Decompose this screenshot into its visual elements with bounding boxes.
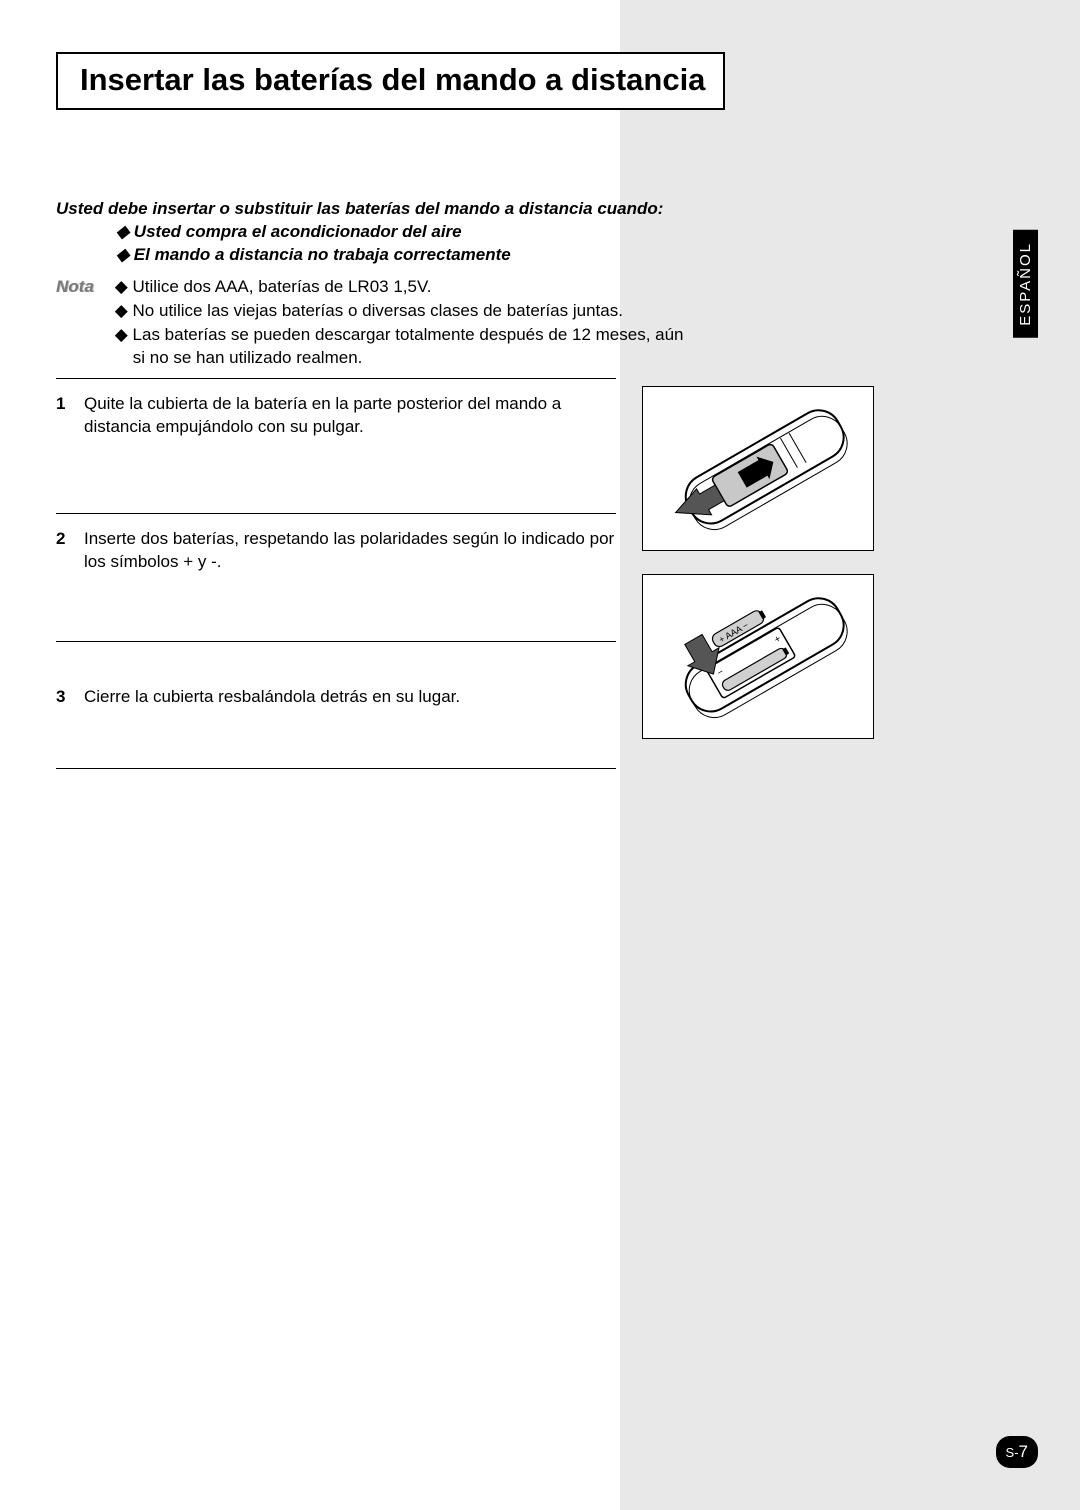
intro-bullet: Usted compra el acondicionador del aire <box>116 221 756 244</box>
page-number-badge: S-7 <box>996 1436 1038 1468</box>
figure-remote-battery: + AAA − − + <box>642 574 874 739</box>
step-text: Cierre la cubierta resbalándola detrás e… <box>84 686 616 754</box>
nota-label: Nota <box>56 275 110 299</box>
page-number-prefix: S- <box>1006 1445 1019 1460</box>
language-tab: ESPAÑOL <box>1013 230 1038 338</box>
step-row: 2 Inserte dos baterías, respetando las p… <box>56 513 616 641</box>
page-title-box: Insertar las baterías del mando a distan… <box>56 52 725 110</box>
step-text: Quite la cubierta de la batería en la pa… <box>84 393 616 499</box>
intro-bullet: El mando a distancia no trabaja correcta… <box>116 244 756 267</box>
step-text: Inserte dos baterías, respetando las pol… <box>84 528 616 627</box>
nota-block: Nota Utilice dos AAA, baterías de LR03 1… <box>56 275 716 370</box>
nota-item: Utilice dos AAA, baterías de LR03 1,5V. <box>115 275 695 299</box>
nota-item: Las baterías se pueden descargar totalme… <box>115 323 695 371</box>
page-title: Insertar las baterías del mando a distan… <box>80 62 705 98</box>
step-number: 1 <box>56 393 84 499</box>
nota-item: No utilice las viejas baterías o diversa… <box>115 299 695 323</box>
step-row: 3 Cierre la cubierta resbalándola detrás… <box>56 641 616 769</box>
figure-remote-cover <box>642 386 874 551</box>
nota-items: Utilice dos AAA, baterías de LR03 1,5V. … <box>115 275 695 370</box>
step-number: 3 <box>56 686 84 754</box>
remote-cover-icon <box>643 387 875 552</box>
remote-battery-icon: + AAA − − + <box>643 575 875 740</box>
intro-block: Usted debe insertar o substituir las bat… <box>56 198 756 267</box>
page-number: 7 <box>1019 1442 1028 1461</box>
manual-page: Insertar las baterías del mando a distan… <box>0 0 1080 1510</box>
steps-list: 1 Quite la cubierta de la batería en la … <box>56 378 616 769</box>
intro-lead: Usted debe insertar o substituir las bat… <box>56 198 756 221</box>
intro-bullets: Usted compra el acondicionador del aire … <box>116 221 756 267</box>
step-row: 1 Quite la cubierta de la batería en la … <box>56 378 616 513</box>
step-number: 2 <box>56 528 84 627</box>
